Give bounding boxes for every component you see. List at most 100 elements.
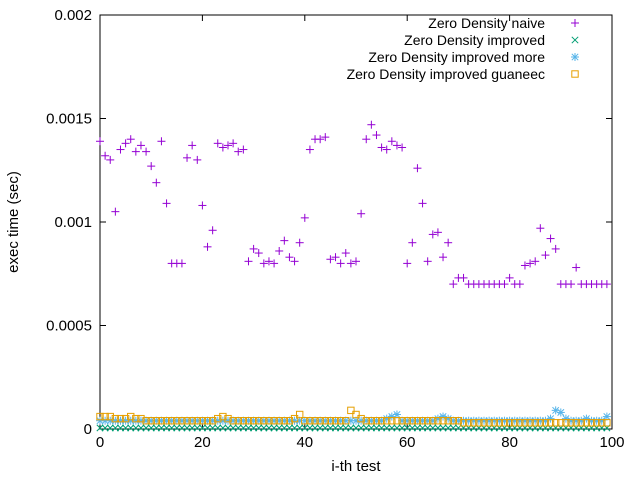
data-point [541,251,550,260]
data-point [259,259,268,268]
data-point [152,424,160,432]
data-point [270,259,279,268]
data-point [306,417,314,425]
data-point-stroke [280,424,288,432]
data-point [357,209,366,218]
data-point-stroke [408,424,416,432]
legend-marker [571,36,579,44]
data-point [321,133,330,142]
data-point-stroke [362,424,370,432]
data-point [382,145,391,154]
x-tick-label: 20 [194,434,211,451]
data-point [331,417,340,425]
data-point [383,424,391,432]
data-point [106,424,114,432]
data-point-stroke [434,424,442,432]
data-point [106,155,115,164]
data-point-stroke [296,424,304,432]
data-point [551,244,560,253]
data-point [326,424,334,432]
data-point [177,259,186,268]
data-point [96,412,104,421]
data-point [495,419,504,427]
data-point [378,424,386,432]
data-point [459,419,468,427]
data-point [444,424,452,432]
data-point [546,419,555,427]
data-point [147,424,155,432]
data-point [562,419,570,427]
data-point [572,419,580,427]
data-point [536,224,545,233]
data-point [551,419,560,427]
data-point [413,417,422,425]
data-point [162,417,171,425]
data-point-stroke [321,424,329,432]
data-point [342,417,350,425]
data-point [464,419,473,427]
x-axis-title: i-th test [331,458,381,475]
data-point [244,424,253,432]
data-point [300,213,309,222]
data-point [408,417,417,425]
data-point [598,419,606,427]
data-point-stroke [224,424,232,432]
data-point [270,424,278,432]
data-point [111,414,120,423]
data-point [239,417,248,425]
data-point [408,238,417,247]
tick-labels: 0 20 40 60 80 100 0 0.0005 0.001 0.0015 0.002 [46,7,624,451]
data-point [291,424,299,432]
data-point-stroke [403,424,411,432]
data-point [229,139,238,148]
data-point-stroke [444,424,452,432]
legend-marker [571,53,579,61]
data-point [173,424,181,432]
data-point [398,143,407,152]
data-point [208,417,217,425]
data-point [101,424,109,432]
data-point-stroke [603,413,611,421]
data-point-stroke [337,424,345,432]
data-point [531,419,539,427]
data-point [362,424,370,432]
data-point-stroke [331,424,340,432]
data-point [167,417,176,425]
data-point [316,135,325,144]
data-point-stroke [424,424,432,432]
data-point-stroke [168,424,176,432]
series-3 [96,406,611,427]
data-point [592,419,601,427]
data-point-stroke [388,424,396,432]
data-point [188,141,197,150]
data-point [377,143,386,152]
data-point [260,417,268,425]
data-point-stroke [357,424,365,432]
data-point [122,424,130,432]
data-point [209,424,217,432]
data-point [602,280,611,289]
data-point [193,424,201,432]
data-point [352,410,360,419]
y-tick-label: 0.002 [54,7,92,24]
data-point-stroke [229,424,237,432]
data-point-stroke [255,424,263,432]
data-point [413,424,421,432]
data-point [352,257,360,266]
data-point [264,257,273,266]
data-point [388,417,396,425]
data-point-stroke [147,424,155,432]
data-point [408,424,416,432]
data-point [434,424,442,432]
data-point-stroke [260,424,268,432]
data-point-stroke [419,424,427,432]
data-point [393,424,401,432]
data-point [403,424,411,432]
data-point [418,417,427,425]
data-point [485,419,493,427]
data-point [413,164,422,173]
legend-label: Zero Density improved more [368,49,545,65]
data-point [449,280,458,289]
data-point-stroke [173,424,181,432]
